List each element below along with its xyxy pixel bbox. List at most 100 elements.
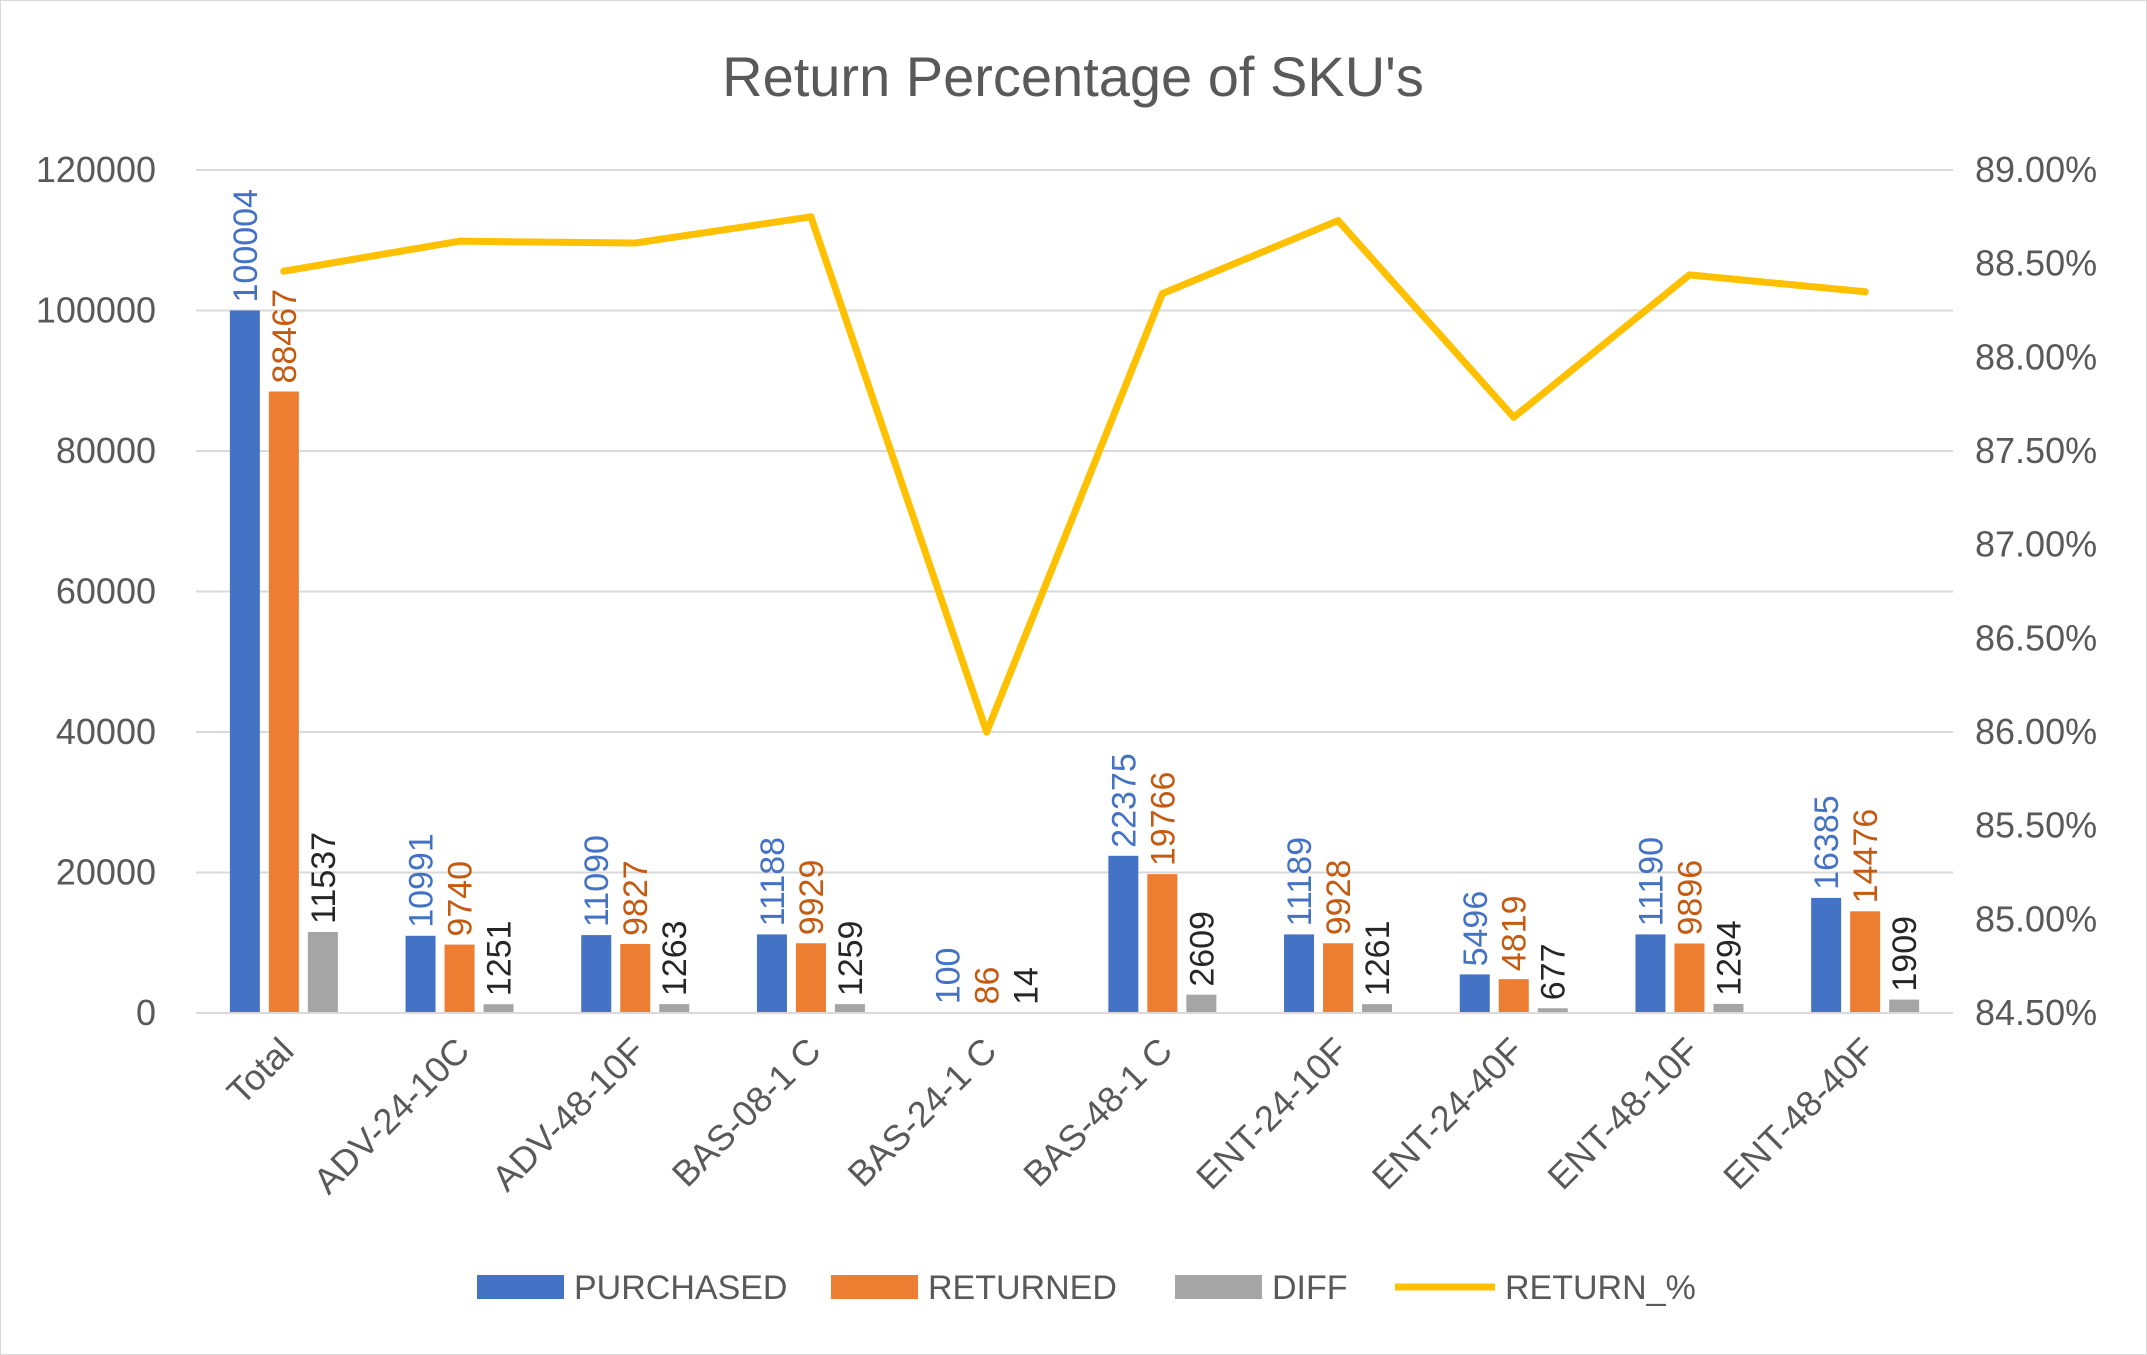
data-label-purchased: 11189 bbox=[1281, 837, 1319, 927]
legend-swatch-purchased bbox=[477, 1275, 564, 1299]
bar-diff bbox=[307, 931, 338, 1013]
data-label-purchased: 11190 bbox=[1632, 837, 1670, 927]
line-point bbox=[1334, 217, 1342, 225]
line-point bbox=[456, 237, 464, 245]
y-primary-tick-label: 0 bbox=[136, 992, 156, 1033]
x-tick-label: ENT-48-40F bbox=[1715, 1030, 1883, 1198]
y-primary-tick-label: 40000 bbox=[56, 711, 156, 752]
line-return-pct bbox=[280, 213, 1869, 736]
x-tick-label: ADV-48-10F bbox=[484, 1030, 653, 1199]
y-secondary-tick-label: 87.50% bbox=[1975, 430, 2097, 471]
bar-returned bbox=[1147, 874, 1178, 1013]
data-label-purchased: 10991 bbox=[403, 833, 441, 928]
data-label-purchased: 5496 bbox=[1457, 891, 1495, 967]
data-label-diff: 1259 bbox=[832, 921, 870, 997]
data-label-returned: 19766 bbox=[1144, 772, 1182, 867]
data-label-purchased: 100 bbox=[930, 948, 968, 1005]
legend-label: RETURNED bbox=[928, 1269, 1117, 1307]
data-label-diff: 1251 bbox=[481, 921, 519, 997]
legend-label: DIFF bbox=[1272, 1269, 1348, 1307]
y-primary-tick-label: 60000 bbox=[56, 571, 156, 612]
chart-title: Return Percentage of SKU's bbox=[722, 45, 1424, 108]
data-label-purchased: 100004 bbox=[227, 189, 265, 302]
bar-purchased bbox=[405, 935, 436, 1013]
bar-returned bbox=[268, 391, 299, 1014]
line-point bbox=[1861, 288, 1869, 296]
x-tick-label: BAS-24-1 C bbox=[839, 1030, 1004, 1195]
y-secondary-tick-label: 88.00% bbox=[1975, 336, 2097, 377]
x-tick-label: BAS-08-1 C bbox=[664, 1030, 829, 1195]
legend-label: RETURN_% bbox=[1505, 1269, 1696, 1307]
line-point bbox=[1685, 271, 1693, 279]
bar-series-group bbox=[229, 310, 1920, 1014]
data-label-diff: 2609 bbox=[1183, 911, 1221, 987]
data-label-diff: 677 bbox=[1535, 944, 1573, 1001]
legend: PURCHASED RETURNED DIFF RETURN_% bbox=[477, 1269, 1696, 1307]
data-label-returned: 86 bbox=[969, 967, 1007, 1005]
bar-diff bbox=[1537, 1008, 1568, 1013]
y-secondary-tick-label: 86.50% bbox=[1975, 617, 2097, 658]
y-primary-tick-label: 20000 bbox=[56, 852, 156, 893]
bar-diff bbox=[1186, 994, 1217, 1013]
bar-returned bbox=[1498, 979, 1529, 1013]
y-primary-tick-label: 100000 bbox=[36, 290, 156, 331]
data-label-returned: 9740 bbox=[442, 861, 480, 937]
line-point bbox=[807, 213, 815, 221]
data-label-returned: 88467 bbox=[266, 289, 304, 384]
x-tick-label: ENT-24-40F bbox=[1364, 1030, 1532, 1198]
data-label-diff: 14 bbox=[1008, 967, 1046, 1005]
bar-purchased bbox=[1108, 855, 1139, 1013]
data-label-returned: 9928 bbox=[1320, 860, 1358, 936]
x-tick-label: ADV-24-10C bbox=[305, 1030, 477, 1202]
bar-diff bbox=[483, 1004, 514, 1013]
y-secondary-tick-label: 87.00% bbox=[1975, 524, 2097, 565]
data-label-diff: 1294 bbox=[1710, 920, 1748, 996]
data-label-diff: 1263 bbox=[656, 920, 694, 996]
bar-diff bbox=[1889, 999, 1920, 1013]
legend-label: PURCHASED bbox=[574, 1269, 787, 1307]
line-point bbox=[1158, 290, 1166, 298]
y-axis-primary: 0 20000 40000 60000 80000 100000 120000 bbox=[36, 149, 156, 1033]
data-label-returned: 4819 bbox=[1496, 896, 1534, 972]
x-tick-label: ENT-24-10F bbox=[1188, 1030, 1356, 1198]
bar-returned bbox=[444, 944, 475, 1013]
y-axis-secondary: 84.50% 85.00% 85.50% 86.00% 86.50% 87.00% 87.5… bbox=[1975, 149, 2097, 1033]
line-series-group bbox=[280, 213, 1869, 736]
y-secondary-tick-label: 86.00% bbox=[1975, 711, 2097, 752]
line-point bbox=[280, 267, 288, 275]
data-label-returned: 9896 bbox=[1671, 860, 1709, 936]
bar-returned bbox=[1674, 943, 1705, 1013]
data-label-diff: 1909 bbox=[1886, 916, 1924, 992]
bar-diff bbox=[659, 1004, 690, 1013]
bar-purchased bbox=[1811, 897, 1842, 1013]
y-secondary-tick-label: 85.50% bbox=[1975, 805, 2097, 846]
y-secondary-tick-label: 84.50% bbox=[1975, 992, 2097, 1033]
data-label-returned: 9827 bbox=[617, 860, 655, 936]
y-primary-tick-label: 120000 bbox=[36, 149, 156, 190]
y-secondary-tick-label: 85.00% bbox=[1975, 898, 2097, 939]
bar-diff bbox=[1362, 1004, 1393, 1013]
bar-returned bbox=[1323, 943, 1354, 1013]
line-point bbox=[631, 239, 639, 247]
y-secondary-tick-label: 88.50% bbox=[1975, 243, 2097, 284]
bar-returned bbox=[795, 943, 826, 1013]
bar-diff bbox=[834, 1004, 865, 1013]
data-label-diff: 11537 bbox=[305, 832, 343, 924]
bar-purchased bbox=[1459, 974, 1490, 1013]
x-tick-label: Total bbox=[219, 1030, 302, 1113]
y-secondary-tick-label: 89.00% bbox=[1975, 149, 2097, 190]
data-label-purchased: 16385 bbox=[1808, 795, 1846, 890]
data-label-purchased: 11188 bbox=[754, 837, 792, 927]
bar-purchased bbox=[581, 935, 612, 1013]
bar-purchased bbox=[1635, 934, 1666, 1013]
data-label-returned: 9929 bbox=[793, 860, 831, 936]
bar-returned bbox=[1850, 911, 1881, 1013]
bar-purchased bbox=[1284, 934, 1315, 1013]
data-label-purchased: 11090 bbox=[578, 835, 616, 927]
bar-purchased bbox=[229, 310, 260, 1013]
bar-purchased bbox=[756, 934, 787, 1013]
x-axis: Total ADV-24-10C ADV-48-10F BAS-08-1 C BAS-2… bbox=[196, 1012, 1953, 1202]
